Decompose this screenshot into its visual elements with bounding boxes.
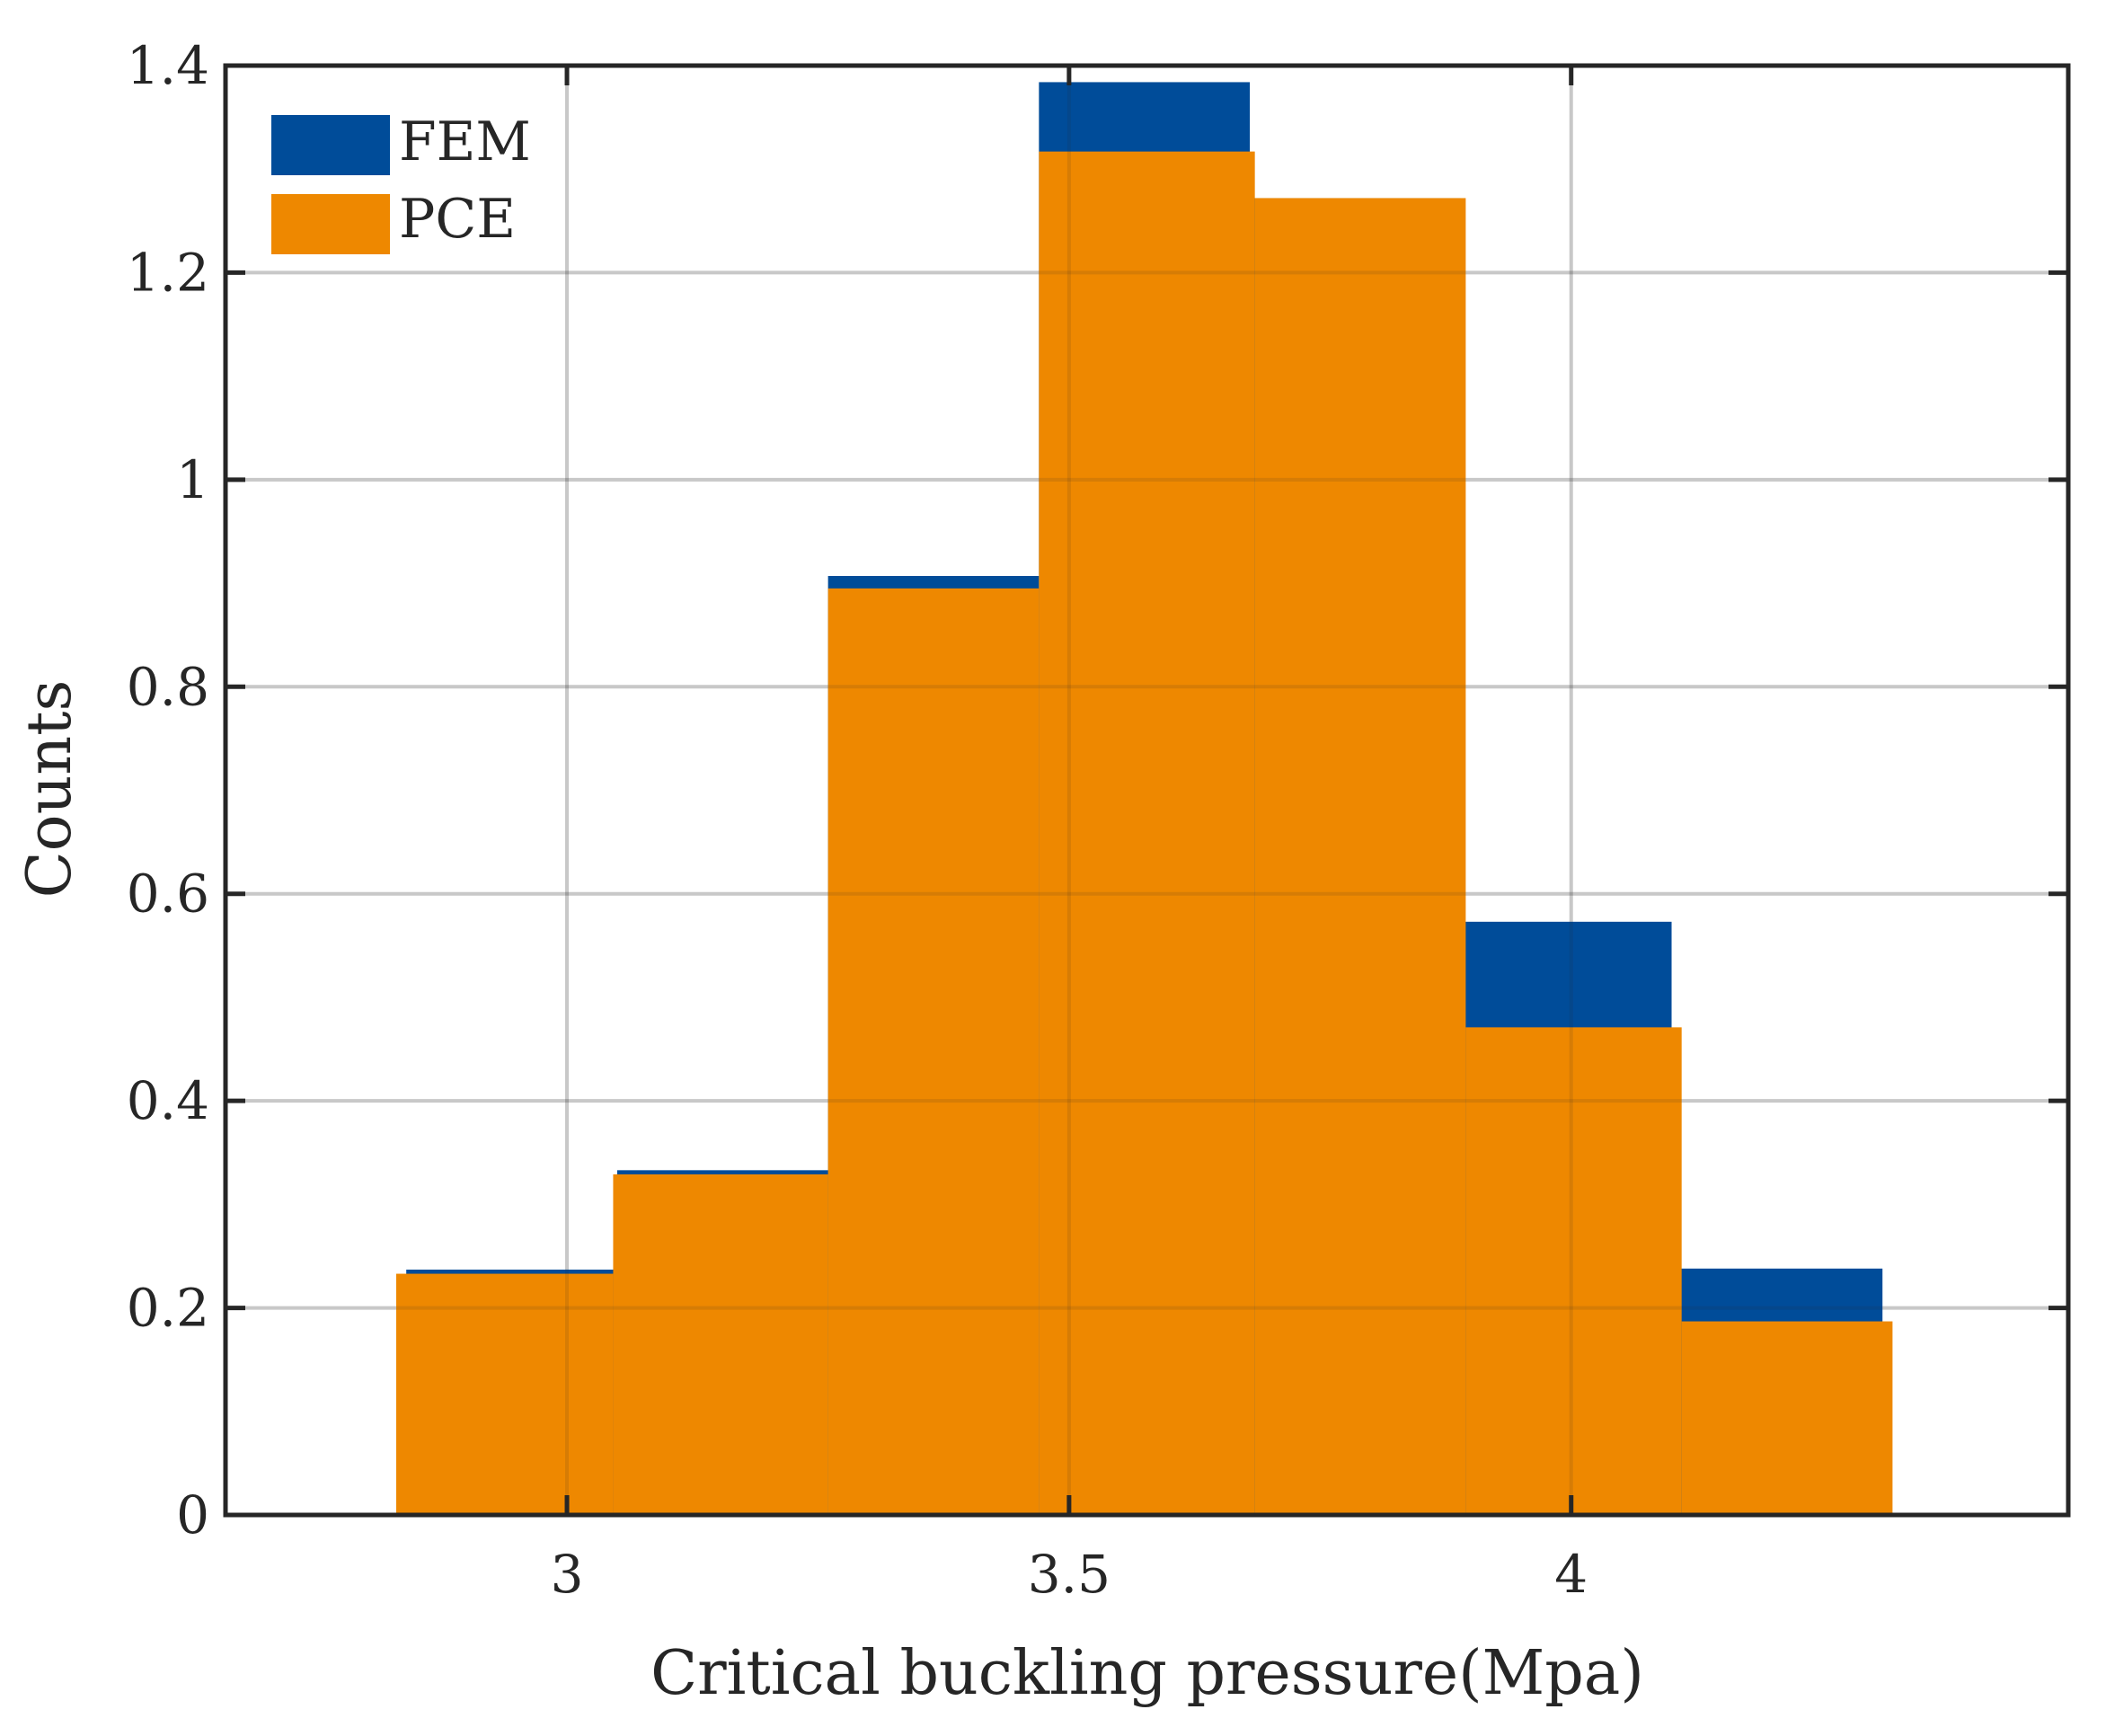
y-tick-label-5: 1 [176, 449, 209, 510]
bar-pce-5 [1465, 1027, 1682, 1515]
x-tick-label-1: 3.5 [1028, 1544, 1111, 1605]
legend-swatch-fem [271, 115, 390, 175]
y-tick-label-1: 0.2 [127, 1278, 209, 1339]
tick-labels: 0 0.2 0.4 0.6 0.8 1 1.2 1.4 3 3.5 4 [127, 35, 1588, 1605]
y-axis-label: Counts [14, 680, 85, 899]
y-tick-label-4: 0.8 [127, 656, 209, 717]
y-tick-label-0: 0 [176, 1484, 209, 1546]
x-tick-label-2: 4 [1554, 1544, 1588, 1605]
bar-pce-0 [396, 1273, 614, 1515]
bar-pce-6 [1681, 1321, 1893, 1515]
bar-pce-2 [827, 588, 1040, 1515]
histogram-bars [226, 66, 2068, 1516]
x-tick-label-0: 3 [551, 1544, 584, 1605]
bar-pce-1 [613, 1174, 828, 1515]
y-tick-label-7: 1.4 [127, 35, 209, 96]
y-tick-label-6: 1.2 [127, 242, 209, 303]
legend-swatch-pce [271, 194, 390, 254]
x-axis-label: Critical buckling pressure(Mpa) [650, 1638, 1644, 1709]
axes [223, 63, 2071, 1518]
legend-label-fem: FEM [399, 111, 531, 173]
axes-frame [223, 63, 2071, 1518]
legend: FEM PCE [271, 111, 531, 254]
bar-pce-3 [1039, 151, 1255, 1516]
y-tick-label-3: 0.6 [127, 864, 209, 925]
bar-pce-4 [1254, 198, 1466, 1516]
y-tick-label-2: 0.4 [127, 1070, 209, 1131]
legend-label-pce: PCE [399, 188, 516, 251]
